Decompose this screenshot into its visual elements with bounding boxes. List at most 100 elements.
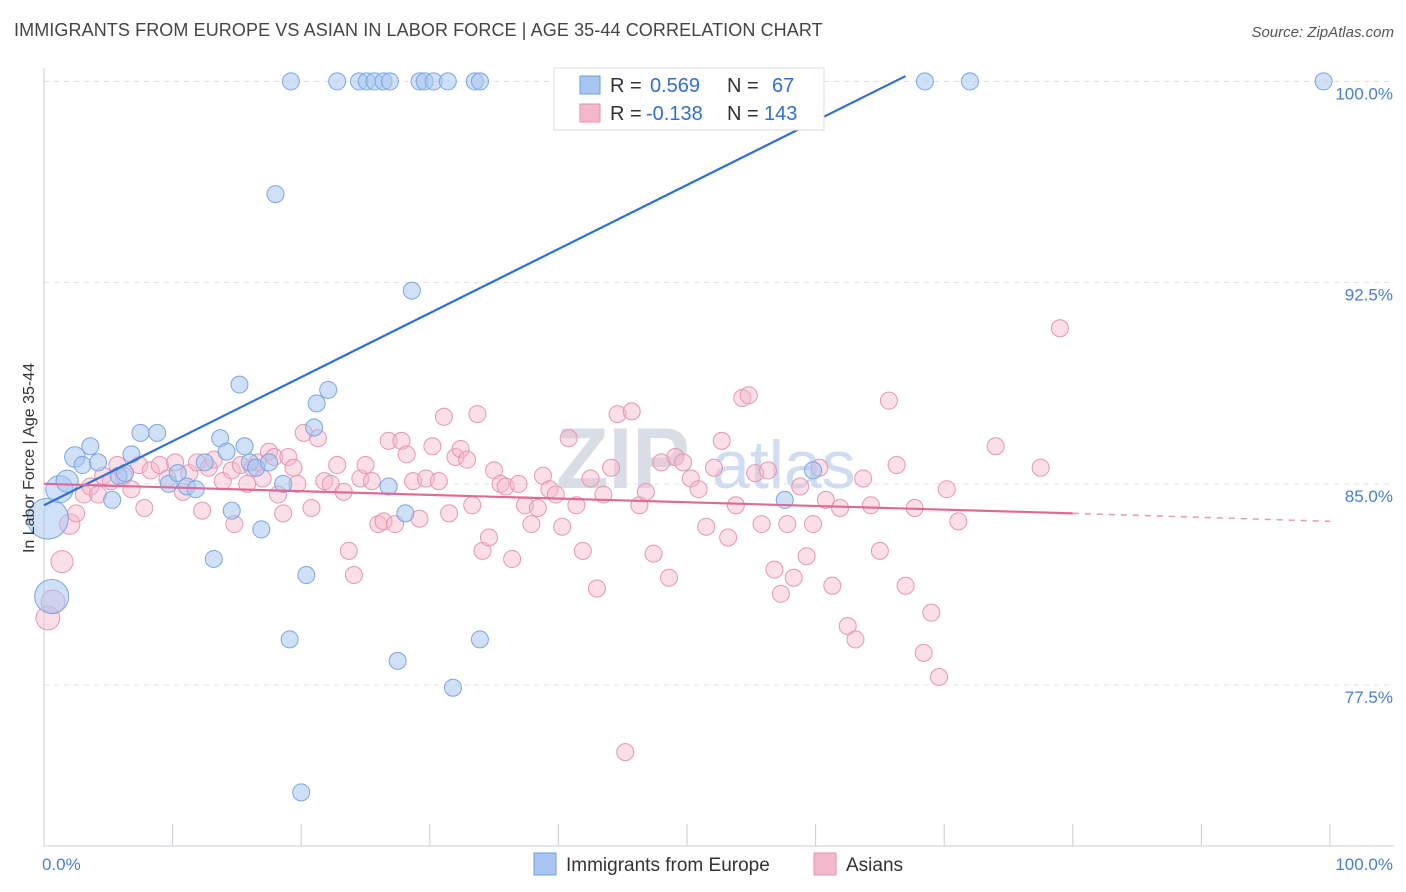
europe-point-15 (168, 464, 187, 483)
asians-point-16 (150, 456, 169, 475)
asians-point-53 (374, 512, 393, 531)
asians-point-140 (1050, 319, 1069, 338)
europe-point-53 (470, 72, 489, 91)
europe-point-62 (1314, 72, 1333, 91)
europe-point-5 (73, 456, 92, 475)
asians-point-121 (816, 490, 835, 509)
series-legend-asians: Asians (846, 855, 903, 876)
asians-point-119 (804, 515, 823, 534)
asians-point-45 (328, 456, 347, 475)
legend-pink-r-label: R = (610, 103, 642, 125)
europe-point-22 (222, 501, 241, 520)
legend-blue-swatch (579, 75, 601, 95)
y-tick-labels: 100.0% 92.5% 85.0% 77.5% (1335, 84, 1393, 707)
asians-point-135 (930, 667, 949, 686)
asians-point-117 (791, 477, 810, 496)
asians-point-63 (434, 407, 453, 426)
europe-point-29 (266, 185, 285, 204)
asians-point-57 (397, 445, 416, 464)
asians-point-79 (528, 498, 547, 517)
asians-point-75 (503, 549, 522, 568)
asians-point-122 (823, 576, 842, 595)
legend-blue-r-value: 0.569 (650, 75, 700, 97)
asians-trend-extension (1072, 512, 1331, 523)
asians-point-4 (67, 504, 86, 523)
asians-point-2 (50, 550, 74, 574)
asians-point-139 (1031, 458, 1050, 477)
europe-point-34 (292, 783, 311, 802)
asians-point-66 (451, 439, 470, 458)
asians-point-98 (659, 568, 678, 587)
legend-pink-n-value: 143 (764, 103, 797, 125)
europe-point-35 (305, 418, 324, 437)
asians-point-126 (854, 469, 873, 488)
asians-point-78 (522, 515, 541, 534)
asians-point-22 (193, 501, 212, 520)
asians-point-129 (879, 391, 898, 410)
europe-point-27 (252, 520, 271, 539)
asians-point-133 (914, 643, 933, 662)
asians-point-100 (674, 453, 693, 472)
europe-point-36 (307, 394, 326, 413)
europe-point-1 (34, 579, 70, 615)
asians-point-134 (922, 603, 941, 622)
europe-point-8 (103, 490, 122, 509)
asians-point-102 (689, 480, 708, 499)
europe-point-61 (960, 72, 979, 91)
asians-point-41 (302, 498, 321, 517)
asians-point-14 (135, 498, 154, 517)
asians-point-127 (861, 496, 880, 515)
x-tick-labels: 0.0% 100.0% (42, 855, 1393, 874)
legend-pink-swatch (579, 103, 601, 123)
legend-blue-r-label: R = (610, 75, 642, 97)
asians-point-106 (719, 528, 738, 547)
europe-point-28 (260, 453, 279, 472)
europe-point-12 (131, 423, 150, 442)
asians-point-90 (602, 458, 621, 477)
asians-point-49 (351, 469, 370, 488)
axes (43, 68, 1394, 847)
trend-lines (43, 75, 1331, 523)
asians-points (35, 319, 1069, 762)
asians-point-96 (644, 544, 663, 563)
europe-point-46 (396, 504, 415, 523)
chart-title: IMMIGRANTS FROM EUROPE VS ASIAN IN LABOR… (14, 20, 823, 40)
asians-point-76 (509, 474, 528, 493)
asians-point-118 (797, 547, 816, 566)
asians-point-97 (652, 453, 671, 472)
asians-point-73 (491, 474, 510, 493)
x-tick-label-0: 0.0% (42, 855, 81, 874)
asians-point-54 (379, 431, 398, 450)
watermark-atlas: atlas (712, 427, 856, 503)
asians-point-71 (479, 528, 498, 547)
asians-point-93 (622, 402, 641, 421)
asians-point-113 (765, 560, 784, 579)
europe-point-60 (915, 72, 934, 91)
asians-point-137 (949, 512, 968, 531)
europe-point-44 (379, 477, 398, 496)
europe-point-0 (26, 497, 69, 540)
asians-point-116 (784, 568, 803, 587)
asians-point-112 (759, 461, 778, 480)
series-legend-europe: Immigrants from Europe (566, 855, 770, 876)
source-label: Source: ZipAtlas.com (1251, 24, 1394, 41)
asians-point-62 (429, 472, 448, 491)
asians-point-95 (636, 482, 655, 501)
asians-point-48 (344, 566, 363, 585)
europe-point-32 (281, 72, 300, 91)
asians-point-37 (279, 448, 298, 466)
europe-point-24 (235, 437, 254, 456)
series-legend-pink-swatch (813, 852, 837, 876)
asians-point-36 (274, 504, 293, 523)
asians-point-67 (458, 450, 477, 469)
europe-point-54 (443, 678, 462, 697)
europe-point-33 (297, 566, 316, 585)
asians-point-105 (712, 431, 731, 450)
europe-point-11 (122, 445, 141, 464)
asians-point-87 (581, 469, 600, 488)
europe-point-3 (55, 469, 79, 493)
y-tick-label-3: 77.5% (1345, 688, 1393, 707)
europe-point-37 (319, 380, 338, 399)
asians-point-136 (937, 480, 956, 499)
y-tick-label-2: 85.0% (1345, 487, 1393, 506)
